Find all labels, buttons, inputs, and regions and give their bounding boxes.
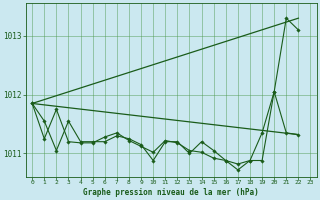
X-axis label: Graphe pression niveau de la mer (hPa): Graphe pression niveau de la mer (hPa): [84, 188, 259, 197]
